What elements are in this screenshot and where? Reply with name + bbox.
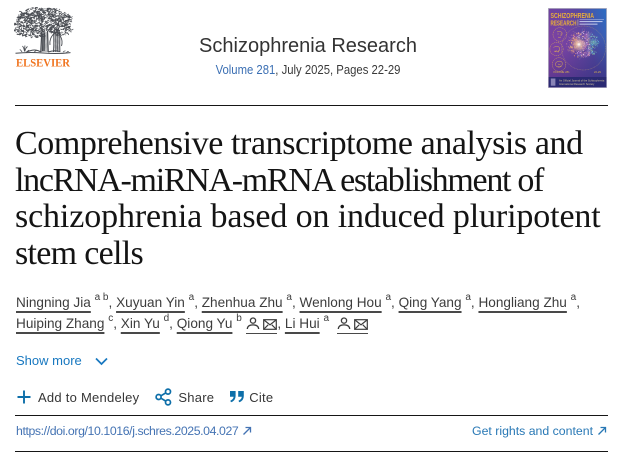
svg-text:RESEARCH: RESEARCH [551,21,577,28]
svg-text:SCHIZOPHRENIA: SCHIZOPHRENIA [551,13,595,20]
svg-text:ELSEVIER: ELSEVIER [16,57,71,69]
svg-text:An Official Journal of the Sch: An Official Journal of the Schizophrenia [559,78,605,82]
svg-text:22-29: 22-29 [594,70,601,74]
svg-text:International Research Society: International Research Society [559,82,595,86]
svg-text:VOLUME 281: VOLUME 281 [553,70,570,74]
